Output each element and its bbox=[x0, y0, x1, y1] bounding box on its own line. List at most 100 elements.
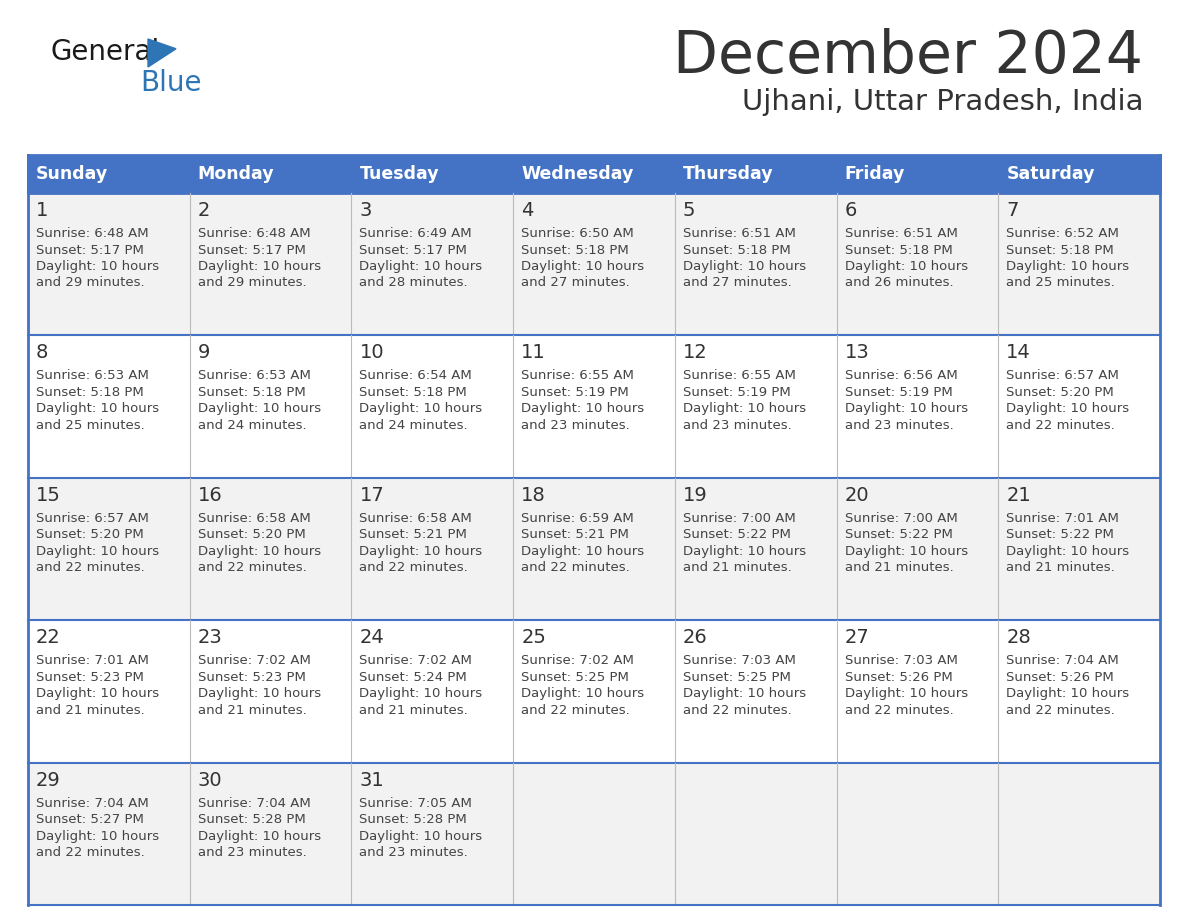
Text: Sunset: 5:25 PM: Sunset: 5:25 PM bbox=[683, 671, 791, 684]
Text: Sunset: 5:23 PM: Sunset: 5:23 PM bbox=[36, 671, 144, 684]
Text: Sunset: 5:20 PM: Sunset: 5:20 PM bbox=[36, 528, 144, 542]
Text: 15: 15 bbox=[36, 486, 61, 505]
Text: and 27 minutes.: and 27 minutes. bbox=[683, 276, 791, 289]
Text: Friday: Friday bbox=[845, 165, 905, 183]
Text: Sunrise: 6:50 AM: Sunrise: 6:50 AM bbox=[522, 227, 634, 240]
Text: Sunset: 5:23 PM: Sunset: 5:23 PM bbox=[197, 671, 305, 684]
Text: and 29 minutes.: and 29 minutes. bbox=[36, 276, 145, 289]
Text: Sunrise: 6:53 AM: Sunrise: 6:53 AM bbox=[36, 369, 148, 383]
Text: Sunrise: 6:53 AM: Sunrise: 6:53 AM bbox=[197, 369, 310, 383]
Text: Sunset: 5:20 PM: Sunset: 5:20 PM bbox=[1006, 386, 1114, 399]
Text: Daylight: 10 hours: Daylight: 10 hours bbox=[360, 830, 482, 843]
Bar bbox=[675, 155, 836, 193]
Text: 9: 9 bbox=[197, 343, 210, 363]
Bar bbox=[29, 621, 1159, 763]
Text: Thursday: Thursday bbox=[683, 165, 773, 183]
Text: 7: 7 bbox=[1006, 201, 1018, 220]
Text: Sunrise: 6:55 AM: Sunrise: 6:55 AM bbox=[683, 369, 796, 383]
Text: and 24 minutes.: and 24 minutes. bbox=[360, 419, 468, 431]
Text: 28: 28 bbox=[1006, 628, 1031, 647]
Text: 17: 17 bbox=[360, 486, 384, 505]
Text: Daylight: 10 hours: Daylight: 10 hours bbox=[683, 402, 805, 416]
Text: Sunset: 5:27 PM: Sunset: 5:27 PM bbox=[36, 813, 144, 826]
Text: 27: 27 bbox=[845, 628, 870, 647]
Text: Daylight: 10 hours: Daylight: 10 hours bbox=[1006, 260, 1130, 273]
Text: 22: 22 bbox=[36, 628, 61, 647]
Text: Sunset: 5:22 PM: Sunset: 5:22 PM bbox=[683, 528, 791, 542]
Text: Sunrise: 7:04 AM: Sunrise: 7:04 AM bbox=[197, 797, 310, 810]
Text: Sunset: 5:22 PM: Sunset: 5:22 PM bbox=[845, 528, 953, 542]
Text: 10: 10 bbox=[360, 343, 384, 363]
Text: Daylight: 10 hours: Daylight: 10 hours bbox=[845, 688, 968, 700]
Text: Sunrise: 6:54 AM: Sunrise: 6:54 AM bbox=[360, 369, 472, 383]
Text: and 28 minutes.: and 28 minutes. bbox=[360, 276, 468, 289]
Text: Sunset: 5:20 PM: Sunset: 5:20 PM bbox=[197, 528, 305, 542]
Text: Sunrise: 6:55 AM: Sunrise: 6:55 AM bbox=[522, 369, 634, 383]
Text: Sunset: 5:28 PM: Sunset: 5:28 PM bbox=[197, 813, 305, 826]
Text: and 22 minutes.: and 22 minutes. bbox=[1006, 419, 1116, 431]
Bar bbox=[29, 193, 1159, 335]
Text: Daylight: 10 hours: Daylight: 10 hours bbox=[197, 260, 321, 273]
Text: Sunrise: 7:02 AM: Sunrise: 7:02 AM bbox=[197, 655, 310, 667]
Text: Sunrise: 6:57 AM: Sunrise: 6:57 AM bbox=[1006, 369, 1119, 383]
Text: Daylight: 10 hours: Daylight: 10 hours bbox=[683, 260, 805, 273]
Text: and 21 minutes.: and 21 minutes. bbox=[1006, 561, 1116, 575]
Text: Sunset: 5:28 PM: Sunset: 5:28 PM bbox=[360, 813, 467, 826]
Text: 8: 8 bbox=[36, 343, 49, 363]
Text: Sunset: 5:17 PM: Sunset: 5:17 PM bbox=[360, 243, 467, 256]
Text: General: General bbox=[50, 38, 159, 66]
Text: 25: 25 bbox=[522, 628, 546, 647]
Text: 23: 23 bbox=[197, 628, 222, 647]
Text: Sunset: 5:21 PM: Sunset: 5:21 PM bbox=[360, 528, 467, 542]
Text: Daylight: 10 hours: Daylight: 10 hours bbox=[360, 402, 482, 416]
Text: Daylight: 10 hours: Daylight: 10 hours bbox=[845, 260, 968, 273]
Text: Daylight: 10 hours: Daylight: 10 hours bbox=[36, 260, 159, 273]
Text: and 22 minutes.: and 22 minutes. bbox=[36, 846, 145, 859]
Text: Daylight: 10 hours: Daylight: 10 hours bbox=[360, 544, 482, 558]
Text: Ujhani, Uttar Pradesh, India: Ujhani, Uttar Pradesh, India bbox=[741, 88, 1143, 116]
Text: 19: 19 bbox=[683, 486, 708, 505]
Text: Daylight: 10 hours: Daylight: 10 hours bbox=[197, 688, 321, 700]
Text: 16: 16 bbox=[197, 486, 222, 505]
Text: 2: 2 bbox=[197, 201, 210, 220]
Text: Sunset: 5:25 PM: Sunset: 5:25 PM bbox=[522, 671, 628, 684]
Text: Sunset: 5:18 PM: Sunset: 5:18 PM bbox=[1006, 243, 1114, 256]
Text: and 22 minutes.: and 22 minutes. bbox=[360, 561, 468, 575]
Text: 31: 31 bbox=[360, 770, 384, 789]
Text: Sunrise: 6:51 AM: Sunrise: 6:51 AM bbox=[845, 227, 958, 240]
Text: 13: 13 bbox=[845, 343, 870, 363]
Text: Sunrise: 6:58 AM: Sunrise: 6:58 AM bbox=[360, 512, 472, 525]
Text: Sunrise: 6:49 AM: Sunrise: 6:49 AM bbox=[360, 227, 472, 240]
Text: 30: 30 bbox=[197, 770, 222, 789]
Text: and 26 minutes.: and 26 minutes. bbox=[845, 276, 953, 289]
Text: Sunrise: 6:56 AM: Sunrise: 6:56 AM bbox=[845, 369, 958, 383]
Text: 12: 12 bbox=[683, 343, 708, 363]
Text: Daylight: 10 hours: Daylight: 10 hours bbox=[845, 544, 968, 558]
Text: Sunrise: 7:00 AM: Sunrise: 7:00 AM bbox=[683, 512, 796, 525]
Text: and 22 minutes.: and 22 minutes. bbox=[36, 561, 145, 575]
Text: and 29 minutes.: and 29 minutes. bbox=[197, 276, 307, 289]
Text: Monday: Monday bbox=[197, 165, 274, 183]
Text: and 22 minutes.: and 22 minutes. bbox=[522, 704, 630, 717]
Text: and 23 minutes.: and 23 minutes. bbox=[845, 419, 953, 431]
Text: Blue: Blue bbox=[140, 69, 202, 97]
Text: Daylight: 10 hours: Daylight: 10 hours bbox=[36, 688, 159, 700]
Text: Daylight: 10 hours: Daylight: 10 hours bbox=[522, 544, 644, 558]
Bar bbox=[29, 335, 1159, 477]
Text: Sunrise: 7:05 AM: Sunrise: 7:05 AM bbox=[360, 797, 473, 810]
Text: Sunrise: 6:48 AM: Sunrise: 6:48 AM bbox=[36, 227, 148, 240]
Text: Sunrise: 7:02 AM: Sunrise: 7:02 AM bbox=[522, 655, 634, 667]
Text: 1: 1 bbox=[36, 201, 49, 220]
Text: Sunrise: 7:01 AM: Sunrise: 7:01 AM bbox=[36, 655, 148, 667]
Text: 21: 21 bbox=[1006, 486, 1031, 505]
Bar bbox=[513, 155, 675, 193]
Text: 18: 18 bbox=[522, 486, 546, 505]
Text: Sunset: 5:18 PM: Sunset: 5:18 PM bbox=[360, 386, 467, 399]
Text: Daylight: 10 hours: Daylight: 10 hours bbox=[36, 830, 159, 843]
Text: Sunset: 5:18 PM: Sunset: 5:18 PM bbox=[683, 243, 790, 256]
Text: and 21 minutes.: and 21 minutes. bbox=[683, 561, 791, 575]
Bar bbox=[836, 155, 998, 193]
Text: Sunset: 5:17 PM: Sunset: 5:17 PM bbox=[36, 243, 144, 256]
Text: Sunday: Sunday bbox=[36, 165, 108, 183]
Text: Sunrise: 6:58 AM: Sunrise: 6:58 AM bbox=[197, 512, 310, 525]
